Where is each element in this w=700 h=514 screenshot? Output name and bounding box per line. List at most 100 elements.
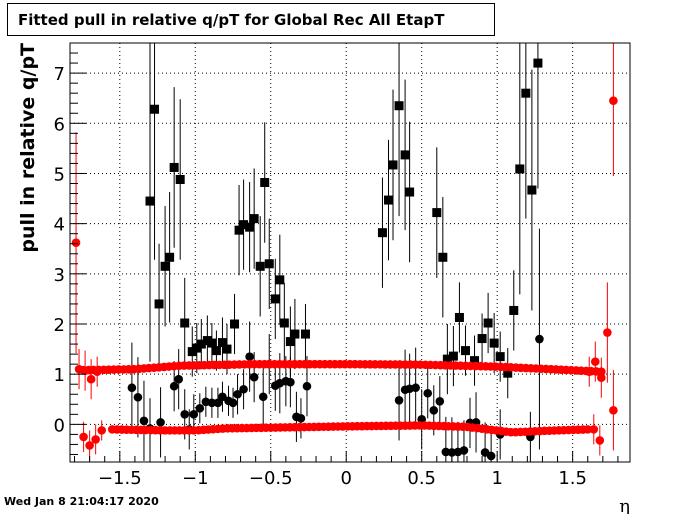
data-point-square bbox=[503, 368, 513, 378]
series-1 bbox=[127, 228, 544, 462]
chart-title: Fitted pull in relative q/pT for Global … bbox=[18, 11, 445, 29]
data-point-square bbox=[207, 338, 217, 348]
data-point-circle bbox=[595, 436, 605, 445]
data-point-square bbox=[495, 352, 505, 362]
data-point-circle bbox=[207, 398, 217, 408]
series-0 bbox=[145, 43, 543, 399]
data-point-square bbox=[448, 351, 458, 361]
y-tick-label: 3 bbox=[54, 265, 65, 286]
data-point-square bbox=[454, 312, 464, 322]
chart-title-box: Fitted pull in relative q/pT for Global … bbox=[7, 3, 495, 36]
data-point-square bbox=[180, 318, 190, 328]
data-point-circle bbox=[286, 377, 295, 387]
data-point-square bbox=[527, 185, 537, 195]
x-tick-label: −1 bbox=[182, 468, 209, 489]
data-point-circle bbox=[435, 396, 445, 406]
data-point-circle bbox=[133, 392, 143, 402]
data-point-circle bbox=[233, 389, 242, 399]
x-tick-label: 0.5 bbox=[407, 468, 436, 489]
data-point-circle bbox=[71, 238, 81, 248]
datestamp: Wed Jan 8 21:04:17 2020 bbox=[4, 495, 159, 508]
data-point-circle bbox=[597, 367, 606, 376]
data-point-circle bbox=[156, 418, 165, 427]
x-tick-label: 1 bbox=[491, 468, 502, 489]
data-point-square bbox=[234, 225, 244, 235]
y-tick-label: 7 bbox=[54, 64, 65, 85]
data-point-square bbox=[460, 346, 470, 356]
data-point-square bbox=[533, 58, 543, 68]
data-point-square bbox=[400, 150, 410, 160]
data-point-square bbox=[477, 334, 487, 344]
data-point-square bbox=[217, 338, 227, 348]
data-point-square bbox=[300, 329, 310, 339]
series-2 bbox=[71, 43, 618, 461]
data-point-circle bbox=[239, 384, 248, 394]
data-point-square bbox=[383, 195, 393, 205]
data-point-circle bbox=[97, 426, 106, 435]
data-point-square bbox=[405, 187, 415, 197]
plot-frame bbox=[69, 42, 631, 463]
data-point-circle bbox=[609, 406, 618, 415]
axis-ticks: −1.5 −1 −0.5 0 0.5 1 1.5 0 1 2 3 4 5 6 7 bbox=[54, 42, 619, 489]
data-point-square bbox=[489, 338, 499, 348]
data-point-square bbox=[145, 196, 155, 206]
x-axis-label: η bbox=[619, 496, 630, 514]
data-point-square bbox=[192, 343, 202, 353]
data-point-circle bbox=[127, 383, 137, 393]
data-point-square bbox=[249, 214, 259, 224]
data-point-circle bbox=[189, 410, 199, 419]
data-point-square bbox=[285, 337, 295, 347]
data-point-square bbox=[275, 275, 285, 285]
data-point-square bbox=[377, 228, 387, 238]
data-point-circle bbox=[245, 352, 254, 361]
data-point-circle bbox=[195, 404, 205, 413]
data-point-square bbox=[154, 299, 164, 309]
data-point-square bbox=[470, 356, 480, 366]
data-point-square bbox=[202, 336, 212, 346]
data-point-square bbox=[432, 208, 442, 218]
data-point-circle bbox=[589, 425, 599, 434]
data-point-square bbox=[175, 174, 185, 184]
data-point-circle bbox=[590, 357, 600, 366]
data-point-square bbox=[239, 220, 249, 230]
y-axis-label: pull in relative q/pT bbox=[17, 43, 39, 253]
data-point-square bbox=[290, 329, 300, 339]
y-tick-label: 0 bbox=[54, 415, 65, 436]
data-point-circle bbox=[603, 328, 612, 337]
data-point-square bbox=[150, 104, 160, 114]
y-tick-label: 5 bbox=[54, 164, 65, 185]
data-point-circle bbox=[583, 425, 593, 434]
x-tick-label: −1.5 bbox=[98, 468, 142, 489]
data-point-square bbox=[270, 294, 280, 304]
data-point-circle bbox=[218, 392, 227, 402]
data-point-square bbox=[222, 344, 232, 354]
y-tick-label: 6 bbox=[54, 114, 65, 135]
data-point-circle bbox=[258, 392, 268, 402]
data-point-square bbox=[196, 339, 206, 349]
data-point-circle bbox=[139, 416, 149, 426]
x-tick-label: 0 bbox=[340, 468, 351, 489]
data-point-square bbox=[279, 318, 289, 328]
data-point-circle bbox=[174, 374, 183, 384]
data-point-square bbox=[187, 347, 197, 357]
data-point-circle bbox=[535, 334, 544, 344]
data-point-circle bbox=[429, 406, 439, 415]
data-point-circle bbox=[296, 414, 306, 423]
data-point-square bbox=[442, 354, 452, 364]
data-point-square bbox=[388, 160, 398, 170]
data-point-square bbox=[438, 252, 448, 262]
x-tick-label: 1.5 bbox=[558, 468, 587, 489]
data-point-square bbox=[394, 101, 404, 111]
data-point-circle bbox=[85, 441, 94, 450]
data-point-circle bbox=[411, 383, 420, 393]
data-point-square bbox=[521, 88, 531, 98]
data-point-circle bbox=[394, 395, 404, 405]
data-point-square bbox=[160, 261, 170, 271]
data-point-square bbox=[211, 346, 221, 356]
data-point-square bbox=[509, 305, 519, 315]
data-point-circle bbox=[169, 381, 179, 391]
data-point-circle bbox=[423, 388, 433, 398]
data-point-square bbox=[255, 261, 265, 271]
data-point-circle bbox=[302, 381, 312, 391]
